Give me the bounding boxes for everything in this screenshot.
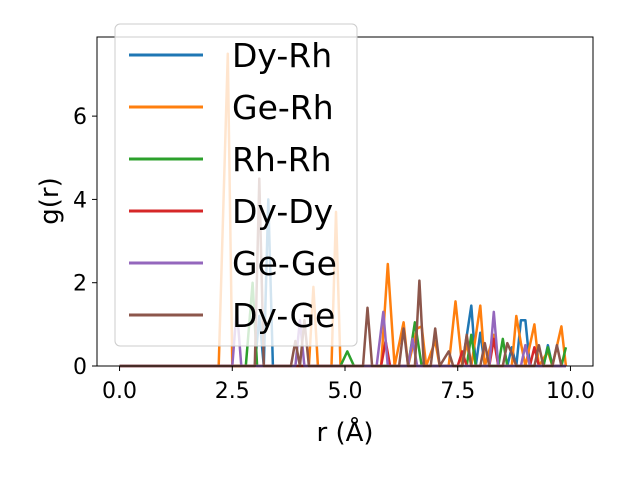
legend-label: Rh-Rh — [232, 140, 332, 179]
x-tick-label: 10.0 — [546, 379, 595, 404]
legend: Dy-Rh Ge-Rh Rh-Rh Dy-Dy Ge-Ge Dy-Ge — [114, 23, 358, 347]
legend-box — [114, 23, 358, 347]
legend-label: Dy-Dy — [232, 192, 333, 231]
x-axis-label: r (Å) — [316, 416, 373, 448]
legend-label: Dy-Ge — [232, 296, 335, 335]
y-tick-label: 4 — [73, 188, 87, 213]
legend-label: Ge-Rh — [232, 88, 334, 127]
legend-label: Dy-Rh — [232, 36, 332, 75]
x-tick-label: 7.5 — [440, 379, 475, 404]
y-tick-label: 6 — [73, 105, 87, 130]
series-line-dy-ge — [119, 177, 563, 368]
y-axis: 0 2 4 6 — [73, 105, 97, 380]
x-tick-label: 0.0 — [102, 379, 137, 404]
y-tick-label: 0 — [73, 355, 87, 380]
x-tick-label: 2.5 — [215, 379, 250, 404]
y-tick-label: 2 — [73, 272, 87, 297]
y-axis-label: g(r) — [35, 177, 65, 224]
x-tick-label: 5.0 — [328, 379, 363, 404]
x-axis: 0.0 2.5 5.0 7.5 10.0 — [102, 366, 595, 404]
legend-label: Ge-Ge — [232, 244, 337, 283]
